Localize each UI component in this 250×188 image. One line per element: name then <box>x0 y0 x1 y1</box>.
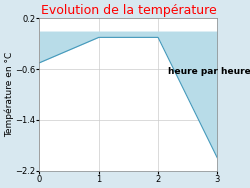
Text: heure par heure: heure par heure <box>168 67 250 76</box>
Y-axis label: Température en °C: Température en °C <box>4 52 14 137</box>
Title: Evolution de la température: Evolution de la température <box>40 4 216 17</box>
